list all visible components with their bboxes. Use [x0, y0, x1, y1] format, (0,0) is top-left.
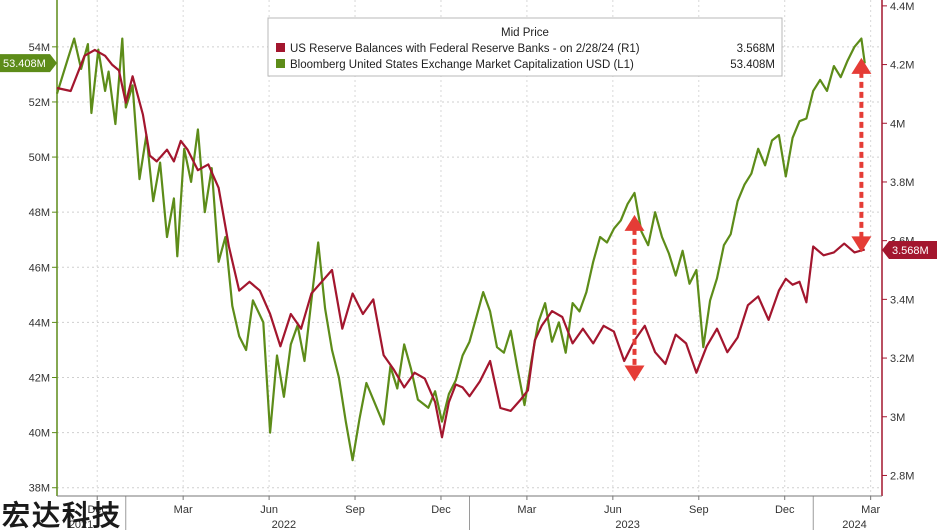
legend-swatch-market-cap — [276, 59, 285, 68]
x-axis-ticks: Dec Mar Jun Sep Dec Mar Jun Sep Dec Mar 2021 2022 20… — [69, 496, 880, 530]
annotation-arrow-head-down — [851, 236, 872, 253]
last-value-tag-left-label: 53.408M — [3, 58, 46, 70]
legend-value-market-cap: 53.408M — [730, 59, 775, 71]
x-tick-label: Dec — [431, 504, 451, 516]
right-tick-label: 2.8M — [890, 470, 914, 482]
right-tick-label: 4.4M — [890, 1, 914, 13]
left-tick-label: 40M — [29, 428, 50, 440]
legend-value-reserves: 3.568M — [737, 43, 775, 55]
right-tick-label: 3.2M — [890, 353, 914, 365]
left-tick-label: 46M — [29, 262, 50, 274]
x-tick-label: Sep — [345, 504, 365, 516]
annotation-arrows — [624, 57, 872, 382]
left-tick-label: 50M — [29, 152, 50, 164]
gridlines — [57, 46, 882, 489]
market-cap-line — [55, 37, 866, 462]
x-year-label: 2021 — [69, 519, 93, 530]
left-tick-label: 44M — [29, 317, 50, 329]
legend-label-market-cap: Bloomberg United States Exchange Market … — [290, 59, 634, 71]
x-tick-label: Jun — [604, 504, 622, 516]
x-tick-label: Dec — [775, 504, 795, 516]
x-tick-label: Mar — [861, 504, 880, 516]
last-value-tag-right-label: 3.568M — [892, 245, 929, 257]
legend: Mid Price US Reserve Balances with Feder… — [267, 17, 783, 77]
x-tick-label: Dec — [87, 504, 107, 516]
legend-swatch-reserves — [276, 43, 285, 52]
reserve-balances-line — [56, 48, 866, 439]
x-tick-label: Sep — [689, 504, 709, 516]
x-year-label: 2024 — [842, 519, 866, 530]
annotation-arrow-head-up — [624, 214, 645, 231]
last-value-tag-left — [0, 54, 57, 73]
x-year-label: 2023 — [615, 519, 639, 530]
annotation-arrow-head-up — [851, 57, 872, 74]
right-tick-label: 3.4M — [890, 294, 914, 306]
left-tick-label: 54M — [29, 42, 50, 54]
right-tick-label: 4M — [890, 118, 905, 130]
x-tick-label: Jun — [260, 504, 278, 516]
right-tick-label: 3M — [890, 412, 905, 424]
last-value-tags: 53.408M 3.568M — [0, 54, 937, 260]
series-lines — [55, 37, 866, 462]
legend-box — [267, 17, 783, 77]
vertical-gridlines — [96, 0, 872, 530]
left-axis-ticks: 38M 40M 42M 44M 46M 48M 50M 52M 54M — [29, 42, 57, 495]
annotation-arrow-head-down — [624, 365, 645, 382]
last-value-tag-right — [882, 241, 937, 260]
axes — [56, 0, 883, 497]
left-tick-label: 48M — [29, 207, 50, 219]
x-tick-label: Mar — [517, 504, 536, 516]
watermark: 宏达科技 — [2, 499, 122, 530]
left-tick-label: 42M — [29, 373, 50, 385]
legend-label-reserves: US Reserve Balances with Federal Reserve… — [290, 43, 640, 55]
legend-title: Mid Price — [501, 27, 549, 39]
right-tick-label: 4.2M — [890, 60, 914, 72]
left-tick-label: 38M — [29, 483, 50, 495]
x-tick-label: Mar — [174, 504, 193, 516]
left-tick-label: 52M — [29, 97, 50, 109]
x-year-label: 2022 — [272, 519, 296, 530]
right-tick-label: 3.8M — [890, 177, 914, 189]
